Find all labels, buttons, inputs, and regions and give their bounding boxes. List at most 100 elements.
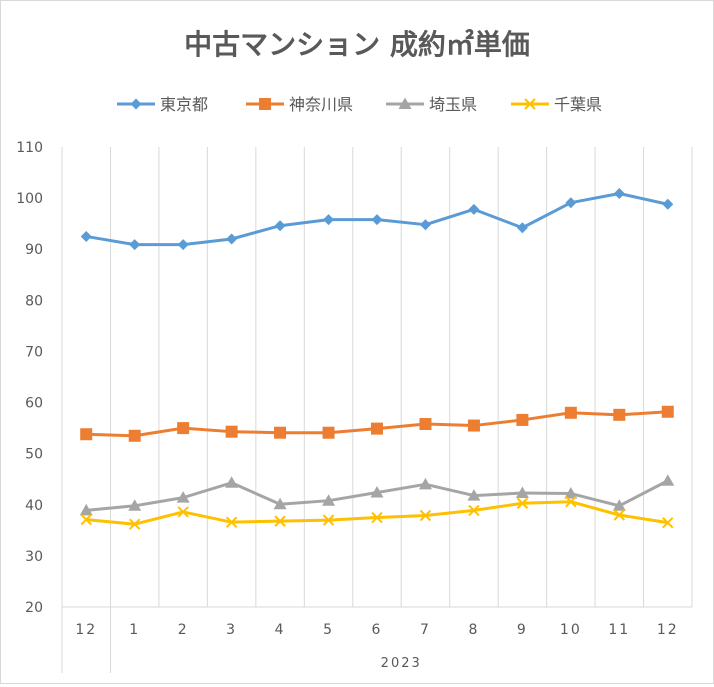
- data-point: [613, 188, 625, 200]
- y-tick-label: 90: [25, 242, 43, 258]
- x-tick-label: 6: [372, 622, 383, 638]
- data-point: [371, 422, 383, 435]
- data-point: [79, 503, 93, 516]
- grid: [61, 147, 693, 607]
- series-group: [80, 188, 674, 251]
- x-tick-label: 11: [608, 622, 630, 638]
- x-tick-label: 1: [129, 622, 140, 638]
- data-point: [612, 499, 626, 511]
- data-point: [662, 198, 674, 210]
- data-point: [613, 509, 626, 521]
- data-point: [564, 487, 578, 499]
- y-tick-label: 30: [25, 549, 43, 565]
- data-point: [176, 491, 190, 503]
- data-point: [516, 497, 529, 509]
- data-point: [516, 413, 529, 426]
- legend-marker: [524, 98, 536, 110]
- legend-label: 千葉県: [554, 95, 602, 114]
- legend: 東京都 神奈川県 埼玉県 千葉県: [117, 95, 602, 114]
- data-point: [322, 426, 335, 439]
- legend-marker: [130, 98, 142, 110]
- data-point: [226, 233, 238, 245]
- data-point: [468, 203, 480, 215]
- data-point: [371, 511, 383, 524]
- data-point: [322, 514, 335, 526]
- data-point: [564, 406, 577, 419]
- data-point: [662, 516, 674, 529]
- data-point: [225, 425, 238, 438]
- x-tick-label: 12: [657, 622, 679, 638]
- legend-item: 東京都: [117, 95, 208, 114]
- data-point: [323, 214, 335, 226]
- data-point: [565, 197, 577, 209]
- series-layer: [79, 188, 675, 530]
- legend-marker: [398, 97, 412, 109]
- y-tick-label: 70: [25, 344, 43, 360]
- data-point: [613, 408, 626, 421]
- data-point: [273, 497, 287, 510]
- y-tick-label: 110: [16, 140, 43, 156]
- data-point: [274, 515, 286, 527]
- data-point: [128, 429, 141, 442]
- x-tick-label: 8: [468, 622, 479, 638]
- data-point: [80, 513, 92, 526]
- data-point: [177, 422, 190, 435]
- legend-label: 埼玉県: [429, 95, 477, 114]
- data-point: [371, 214, 383, 226]
- y-tick-label: 40: [25, 498, 43, 514]
- legend-label: 神奈川県: [289, 95, 353, 114]
- legend-item: 埼玉県: [386, 95, 477, 114]
- series-group: [80, 496, 674, 530]
- data-point: [370, 486, 384, 498]
- x-tick-label: 10: [560, 622, 582, 638]
- data-point: [418, 477, 432, 490]
- y-tick-label: 80: [25, 293, 43, 309]
- data-point: [419, 219, 431, 231]
- y-tick-label: 50: [25, 447, 43, 463]
- x-tick-label: 3: [226, 622, 237, 638]
- data-point: [128, 518, 141, 530]
- y-tick-label: 20: [25, 600, 43, 616]
- data-point: [80, 230, 92, 242]
- legend-marker: [259, 98, 271, 110]
- x-tick-label: 9: [517, 622, 528, 638]
- legend-item: 神奈川県: [246, 95, 353, 114]
- data-point: [177, 239, 189, 251]
- group-label: 2023: [381, 656, 422, 671]
- x-tick-label: 2: [178, 622, 189, 638]
- data-point: [419, 418, 432, 431]
- data-point: [661, 474, 675, 486]
- data-point: [129, 239, 141, 251]
- data-point: [515, 486, 529, 499]
- data-point: [225, 476, 239, 488]
- series-group: [80, 405, 674, 442]
- data-point: [467, 419, 480, 432]
- data-point: [322, 494, 336, 506]
- x-tick-label: 5: [323, 622, 334, 638]
- legend-item: 千葉県: [511, 95, 602, 114]
- data-point: [80, 428, 93, 441]
- data-point: [225, 516, 238, 528]
- y-tick-label: 100: [16, 191, 43, 207]
- data-point: [419, 509, 432, 522]
- x-tick-label: 4: [275, 622, 286, 638]
- series-line: [84, 500, 670, 526]
- y-tick-label: 60: [25, 396, 43, 412]
- data-point: [274, 220, 286, 232]
- data-point: [468, 504, 480, 517]
- legend-label: 東京都: [160, 95, 208, 114]
- x-tick-label: 7: [420, 622, 431, 638]
- series-group: [79, 474, 675, 516]
- data-point: [565, 496, 577, 508]
- data-point: [661, 405, 674, 418]
- data-point: [128, 499, 142, 511]
- data-point: [274, 426, 287, 439]
- data-point: [467, 489, 481, 501]
- data-point: [177, 506, 189, 518]
- chart-title: 中古マンション 成約㎡単価: [184, 28, 530, 61]
- data-point: [516, 222, 528, 234]
- x-tick-label: 12: [75, 622, 97, 638]
